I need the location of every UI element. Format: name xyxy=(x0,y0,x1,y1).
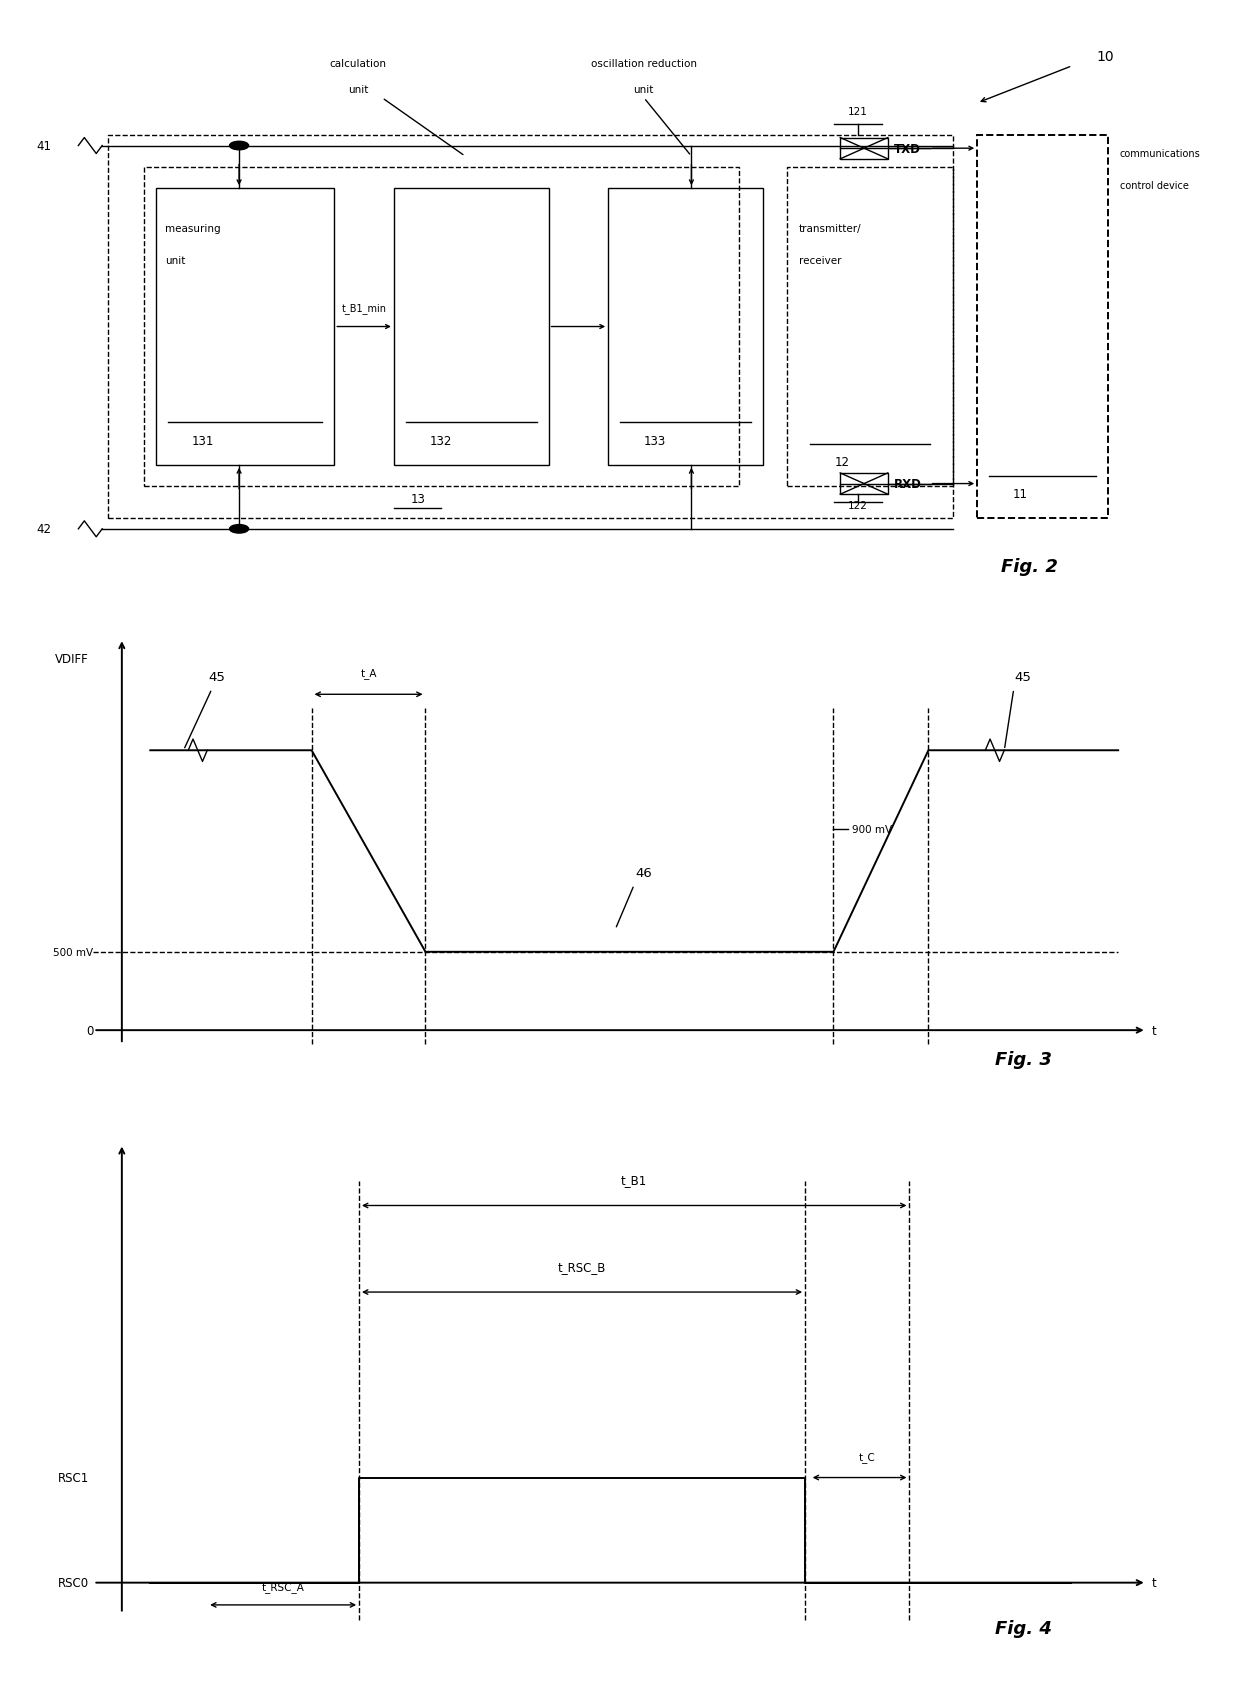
Bar xyxy=(156,189,335,466)
Text: oscillation reduction: oscillation reduction xyxy=(590,59,697,69)
Text: t_C: t_C xyxy=(858,1451,875,1463)
Text: Fig. 4: Fig. 4 xyxy=(994,1620,1052,1637)
Text: 12: 12 xyxy=(835,456,849,468)
Circle shape xyxy=(229,142,248,150)
Text: calculation: calculation xyxy=(330,59,387,69)
Text: VDIFF: VDIFF xyxy=(55,654,88,665)
Text: Fig. 2: Fig. 2 xyxy=(1001,557,1058,576)
Text: RSC1: RSC1 xyxy=(57,1471,88,1485)
Text: t: t xyxy=(1152,1576,1156,1589)
Text: 45: 45 xyxy=(208,671,226,684)
Text: Fig. 3: Fig. 3 xyxy=(994,1051,1052,1067)
Text: RXD: RXD xyxy=(894,478,921,491)
Text: t: t xyxy=(1152,1024,1156,1037)
Bar xyxy=(144,167,739,486)
Text: t_RSC_B: t_RSC_B xyxy=(558,1260,606,1274)
Text: t_A: t_A xyxy=(361,667,377,679)
Text: t_B1: t_B1 xyxy=(621,1174,647,1187)
Bar xyxy=(394,189,548,466)
Text: transmitter/: transmitter/ xyxy=(799,223,862,233)
Text: t_B1_min: t_B1_min xyxy=(341,304,387,314)
Bar xyxy=(841,138,888,160)
Text: control device: control device xyxy=(1120,181,1189,191)
Text: 11: 11 xyxy=(1013,488,1028,500)
Text: 46: 46 xyxy=(635,866,652,880)
Text: measuring: measuring xyxy=(165,223,221,233)
Text: 41: 41 xyxy=(37,140,52,154)
Bar xyxy=(108,135,954,519)
Text: 13: 13 xyxy=(410,493,425,507)
Text: 132: 132 xyxy=(429,434,451,448)
Text: unit: unit xyxy=(634,84,653,95)
Text: t_RSC_A: t_RSC_A xyxy=(262,1581,305,1591)
Text: 500 mV: 500 mV xyxy=(53,948,93,958)
Bar xyxy=(786,167,954,486)
Text: 42: 42 xyxy=(37,524,52,535)
Text: TXD: TXD xyxy=(894,142,920,155)
Text: unit: unit xyxy=(165,255,186,265)
Text: receiver: receiver xyxy=(799,255,841,265)
Text: 131: 131 xyxy=(191,434,213,448)
Text: 121: 121 xyxy=(848,106,868,117)
Circle shape xyxy=(229,525,248,534)
Text: 45: 45 xyxy=(1014,671,1032,684)
Bar xyxy=(977,135,1109,519)
Text: communications: communications xyxy=(1120,149,1200,159)
Text: 0: 0 xyxy=(86,1024,93,1037)
Text: unit: unit xyxy=(348,84,368,95)
Text: 133: 133 xyxy=(644,434,666,448)
Text: 122: 122 xyxy=(848,500,868,510)
Text: 10: 10 xyxy=(1096,51,1114,64)
Text: 900 mV: 900 mV xyxy=(852,824,893,834)
Text: RSC0: RSC0 xyxy=(57,1576,88,1589)
Bar xyxy=(608,189,763,466)
Bar xyxy=(841,473,888,495)
